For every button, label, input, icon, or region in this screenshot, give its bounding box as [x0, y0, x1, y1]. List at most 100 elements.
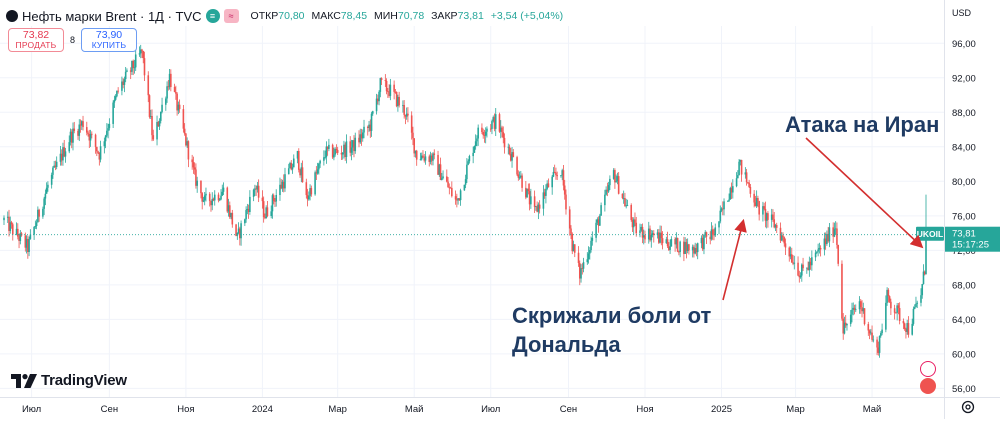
candle-body: [104, 135, 107, 142]
candle-body: [89, 133, 92, 141]
candle-body: [377, 98, 379, 102]
symbol-title[interactable]: Нефть марки Brent · 1Д · TVC: [22, 8, 202, 24]
candle-body: [483, 135, 486, 136]
candle-body: [832, 227, 834, 237]
candle-body: [309, 188, 311, 197]
candle-body: [492, 117, 495, 122]
candle-body: [622, 198, 625, 199]
candle-body: [428, 156, 431, 162]
candle-body: [52, 167, 54, 175]
candle-body: [744, 172, 747, 175]
ohlc-close-value: 73,81: [457, 10, 484, 22]
candle-body: [235, 224, 237, 236]
candle-body: [222, 187, 225, 192]
candle-body: [114, 96, 117, 100]
candle-body: [227, 205, 230, 212]
candle-body: [481, 127, 483, 132]
candle-body: [565, 194, 567, 210]
candle-body: [735, 178, 738, 187]
buy-label: КУПИТЬ: [91, 40, 127, 50]
candle-body: [289, 162, 291, 169]
candle-body: [676, 237, 679, 252]
candle-body: [193, 167, 196, 170]
candle-body: [279, 184, 281, 196]
candle-body: [457, 198, 459, 201]
flash-icon[interactable]: [920, 361, 936, 377]
candle-body: [379, 78, 382, 92]
candle-body: [394, 91, 397, 93]
candle-body: [107, 128, 109, 131]
candle-body: [187, 141, 190, 160]
candle-body: [790, 254, 793, 263]
data-status-icon[interactable]: ≡: [205, 9, 220, 23]
candle-body: [64, 151, 67, 157]
candle-body: [607, 185, 610, 192]
candle-body: [641, 226, 644, 238]
candle-body: [451, 187, 453, 197]
candle-body: [632, 219, 635, 228]
y-tick-label: 84,00: [952, 142, 976, 153]
candle-body: [11, 224, 14, 235]
currency-label[interactable]: USD: [952, 8, 972, 18]
candle-body: [301, 167, 304, 183]
candle-body: [178, 104, 181, 110]
candle-body: [773, 219, 776, 228]
candle-body: [898, 308, 901, 321]
candle-body: [205, 193, 207, 196]
candle-body: [658, 232, 660, 243]
candle-body: [605, 189, 607, 195]
candle-body: [220, 195, 222, 200]
candle-body: [270, 211, 272, 216]
candle-body: [230, 212, 232, 218]
candle-body: [675, 237, 678, 245]
candle-body: [28, 238, 30, 253]
candle-body: [60, 153, 63, 161]
y-tick-label: 56,00: [952, 384, 976, 395]
buy-button[interactable]: 73,90 КУПИТЬ: [81, 28, 138, 52]
candle-body: [590, 240, 592, 251]
candle-body: [836, 228, 838, 245]
candle-body: [318, 163, 320, 170]
candle-body: [226, 187, 229, 212]
x-tick-label: 2024: [252, 404, 273, 415]
candle-body: [167, 86, 170, 88]
candle-body: [489, 128, 492, 130]
candle-body: [807, 267, 809, 271]
candle-body: [915, 303, 917, 308]
candle-body: [129, 70, 132, 72]
candle-body: [43, 198, 45, 209]
candle-body: [631, 219, 634, 228]
us-flag-icon[interactable]: [920, 378, 936, 394]
candle-body: [652, 233, 655, 236]
candle-body: [640, 226, 643, 231]
candle-body: [50, 174, 53, 185]
candle-body: [70, 131, 73, 143]
candle-body: [368, 124, 370, 128]
market-status-icon[interactable]: ≈: [223, 9, 239, 23]
tradingview-logo[interactable]: TradingView: [11, 372, 127, 389]
annotation-tablets-line2: Дональда: [512, 332, 621, 357]
candle-body: [211, 198, 214, 206]
candle-body: [521, 175, 523, 188]
candle-body: [420, 155, 423, 160]
candle-body: [509, 154, 512, 161]
candle-body: [91, 133, 93, 135]
candle-body: [245, 210, 247, 220]
candle-body: [9, 222, 12, 232]
candle-body: [547, 183, 550, 188]
candle-body: [44, 193, 47, 199]
candle-body: [896, 305, 898, 313]
candle-body: [512, 152, 515, 158]
candle-body: [493, 117, 496, 129]
candle-body: [580, 268, 582, 279]
candle-body: [208, 193, 211, 201]
candle-body: [326, 146, 329, 149]
x-tick-label: Сен: [560, 404, 577, 415]
sell-button[interactable]: 73,82 ПРОДАТЬ: [8, 28, 64, 52]
gear-icon[interactable]: [960, 399, 976, 415]
candle-body: [739, 159, 742, 162]
candle-body: [430, 155, 433, 161]
candle-body: [47, 184, 49, 188]
candle-body: [266, 207, 269, 216]
